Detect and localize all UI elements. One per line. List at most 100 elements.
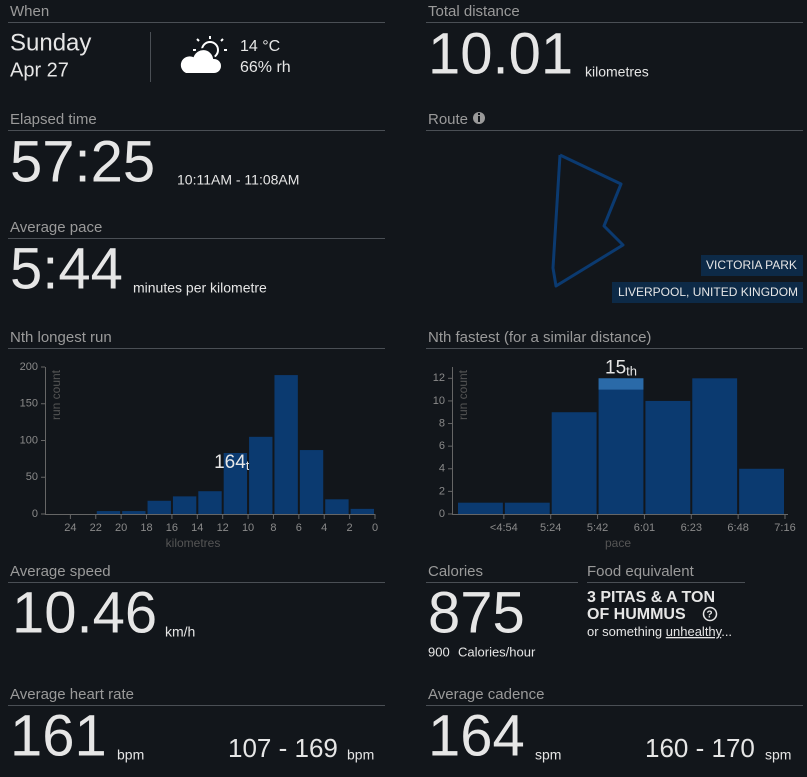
- x-tick-label: 4: [321, 522, 327, 534]
- y-tick-label: 4: [439, 463, 445, 475]
- food-line: 3 PITAS & A TON: [587, 589, 715, 606]
- x-tick-label: 0: [372, 522, 378, 534]
- bar: [350, 508, 374, 514]
- food-line: OF HUMMUS: [587, 606, 686, 623]
- highlight-segment: [598, 378, 644, 390]
- cadence-range-unit: spm: [765, 747, 791, 763]
- rank-annotation: 15th: [605, 357, 637, 378]
- bar: [504, 502, 550, 514]
- y-tick-label: 100: [20, 434, 38, 446]
- section-label: Elapsed time: [10, 111, 97, 128]
- cadence-range: 160 - 170: [645, 733, 755, 763]
- bar: [645, 400, 691, 514]
- rank: 164: [214, 452, 246, 473]
- note-suffix: ...: [721, 624, 732, 639]
- x-tick-label: 16: [166, 522, 178, 534]
- calories-value: 875: [428, 580, 525, 645]
- chart-title: Nth fastest (for a similar distance): [428, 329, 651, 346]
- label-box: [701, 255, 803, 276]
- y-tick-label: 10: [433, 395, 445, 407]
- bar: [325, 499, 349, 514]
- section-label: Average speed: [10, 563, 111, 580]
- distance-value: 10.01: [428, 21, 573, 86]
- section-label: Average heart rate: [10, 686, 134, 703]
- calories-rate-unit: Calories/hour: [458, 644, 536, 659]
- section-lines: [8, 22, 803, 706]
- place: VICTORIA PARK: [706, 258, 797, 272]
- speed-unit: km/h: [165, 624, 195, 640]
- y-axis-label: run count: [49, 369, 63, 420]
- bar: [198, 491, 222, 514]
- y-tick-label: 8: [439, 417, 445, 429]
- speed-value: 10.46: [12, 580, 157, 645]
- x-axis-label: pace: [605, 536, 631, 550]
- note-prefix: or something: [587, 624, 662, 639]
- link[interactable]: unhealthy: [666, 624, 723, 639]
- day: Sunday: [10, 29, 91, 56]
- section-label: Route: [428, 111, 468, 128]
- bar: [223, 452, 248, 514]
- section-label: Calories: [428, 563, 483, 580]
- x-tick-label: 6: [296, 522, 302, 534]
- x-tick-label: 5:24: [540, 522, 561, 534]
- rank: 15: [605, 357, 626, 378]
- y-tick-label: 12: [433, 372, 445, 384]
- y-tick-label: 200: [20, 361, 38, 373]
- weather-icon: [178, 36, 227, 75]
- x-tick-label: 12: [217, 522, 229, 534]
- bar: [147, 500, 171, 514]
- time-range: 10:11AM - 11:08AM: [177, 172, 299, 188]
- x-tick-label: <4:54: [490, 522, 518, 534]
- hr-unit: bpm: [117, 747, 144, 763]
- x-tick-label: 6:01: [634, 522, 655, 534]
- x-tick-label: 14: [191, 522, 203, 534]
- y-tick-label: 0: [439, 508, 445, 520]
- x-tick-label: 8: [270, 522, 276, 534]
- humidity: 66% rh: [240, 59, 291, 76]
- elapsed-value: 57:25: [10, 129, 155, 194]
- x-tick-label: 22: [90, 522, 102, 534]
- section-label: Average cadence: [428, 686, 544, 703]
- bar: [122, 511, 146, 514]
- x-tick-label: 6:23: [681, 522, 702, 534]
- y-tick-label: 50: [26, 471, 38, 483]
- bar: [458, 502, 503, 514]
- route-path: [551, 153, 625, 288]
- x-tick-label: 24: [64, 522, 76, 534]
- bar: [598, 378, 644, 514]
- section-label: When: [10, 3, 49, 20]
- hr-range-unit: bpm: [347, 747, 374, 763]
- pace-unit: minutes per kilometre: [133, 280, 267, 296]
- hr-range: 107 - 169: [228, 733, 338, 763]
- bar: [692, 378, 738, 514]
- chart-title: Nth longest run: [10, 329, 112, 346]
- x-tick-label: 10: [242, 522, 254, 534]
- bar: [172, 496, 197, 514]
- bar: [249, 436, 273, 514]
- section-label: Food equivalent: [587, 563, 695, 580]
- pace-value: 5:44: [10, 236, 123, 301]
- section-label: Average pace: [10, 219, 102, 236]
- x-tick-label: 18: [140, 522, 152, 534]
- label-box: [612, 282, 803, 303]
- temperature: 14 °C: [240, 38, 280, 55]
- y-tick-label: 2: [439, 485, 445, 497]
- food-note: or something unhealthy...: [587, 624, 732, 639]
- y-tick-label: 150: [20, 398, 38, 410]
- cadence-value: 164: [428, 703, 525, 768]
- calories-rate: 900: [428, 644, 450, 659]
- help-icon[interactable]: ?: [702, 606, 718, 622]
- bar: [551, 412, 597, 514]
- bar: [96, 511, 121, 514]
- info-icon[interactable]: [473, 112, 485, 124]
- x-tick-label: 20: [115, 522, 127, 534]
- y-tick-label: 6: [439, 440, 445, 452]
- x-tick-label: 5:42: [587, 522, 608, 534]
- svg-text:?: ?: [707, 610, 713, 621]
- x-axis-label: kilometres: [166, 536, 221, 550]
- bar: [299, 450, 324, 514]
- distance-unit: kilometres: [585, 64, 649, 80]
- y-axis-label: run count: [456, 369, 470, 420]
- x-tick-label: 2: [347, 522, 353, 534]
